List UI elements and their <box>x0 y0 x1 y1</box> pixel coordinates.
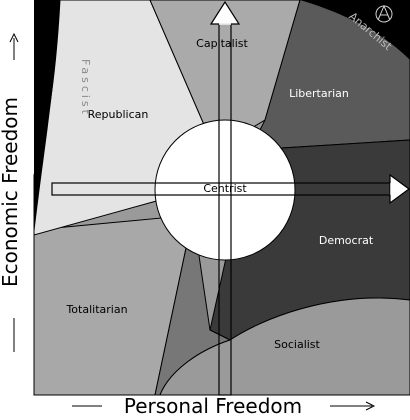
label-democrat: Democrat <box>319 234 374 247</box>
label-capitalist: Capitalist <box>196 37 248 50</box>
label-fascist: Fascist <box>79 59 92 117</box>
region-socialist <box>159 297 410 396</box>
region-centrist <box>154 119 296 261</box>
region-fascist <box>34 0 60 235</box>
arrow-icon-right <box>389 173 410 205</box>
vertical-axis-title-group: Economic Freedom <box>0 32 22 352</box>
label-totalitarian: Totalitarian <box>65 303 127 316</box>
label-republican: Republican <box>88 108 149 121</box>
label-centrist: Centrist <box>203 182 247 195</box>
arrow-icon-vertical-title <box>9 32 19 43</box>
horizontal-axis-title: Personal Freedom <box>124 394 302 418</box>
label-libertarian: Libertarian <box>289 87 349 100</box>
vertical-axis-arrow <box>209 0 241 396</box>
vertical-axis-title: Economic Freedom <box>0 97 22 287</box>
horizontal-axis-arrow <box>51 173 410 205</box>
horizontal-axis-title-group: Personal Freedom <box>72 394 376 418</box>
anarchy-circle-a-icon <box>375 4 393 23</box>
label-socialist: Socialist <box>274 338 320 351</box>
arrow-icon-horizontal-title <box>365 401 376 411</box>
